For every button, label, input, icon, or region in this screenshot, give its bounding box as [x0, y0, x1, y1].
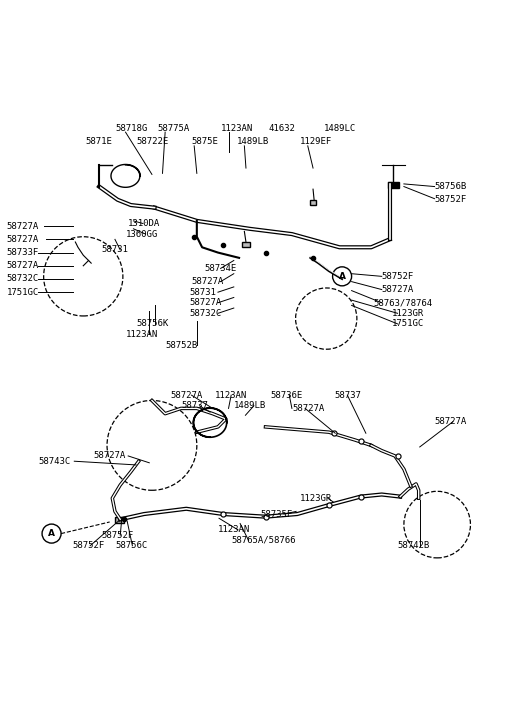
Text: 58734E: 58734E — [205, 264, 237, 273]
Text: 41632: 41632 — [268, 124, 295, 133]
Text: 58727A: 58727A — [170, 390, 203, 400]
Text: 58763/78764: 58763/78764 — [374, 298, 433, 308]
Text: 1129EF: 1129EF — [300, 137, 332, 146]
Text: 58727A: 58727A — [434, 417, 467, 426]
Text: 58727A: 58727A — [382, 285, 414, 294]
Text: 58731: 58731 — [102, 246, 129, 254]
Text: 58752B: 58752B — [165, 340, 198, 350]
FancyBboxPatch shape — [388, 182, 399, 188]
Text: 1123GR: 1123GR — [300, 494, 332, 502]
Text: 1123AN: 1123AN — [220, 124, 253, 133]
Text: 1123AN: 1123AN — [215, 390, 247, 400]
Text: 58727A: 58727A — [189, 298, 221, 308]
Text: 1489LB: 1489LB — [234, 401, 266, 410]
Text: 58737: 58737 — [334, 390, 361, 400]
Text: 58727A: 58727A — [94, 451, 126, 460]
Text: 58752F: 58752F — [102, 531, 134, 539]
Text: 58732C: 58732C — [189, 309, 221, 318]
Text: 58732C: 58732C — [7, 275, 39, 284]
Text: 1489LB: 1489LB — [236, 137, 269, 146]
FancyBboxPatch shape — [115, 517, 124, 523]
Text: A: A — [48, 529, 55, 538]
FancyBboxPatch shape — [311, 200, 316, 205]
Text: 1123AN: 1123AN — [125, 330, 158, 339]
Text: 5875E: 5875E — [192, 137, 218, 146]
Text: 58765A/58766: 58765A/58766 — [231, 536, 296, 545]
Text: 58727A: 58727A — [292, 404, 324, 413]
Text: 58718G: 58718G — [115, 124, 147, 133]
Text: 1123GR: 1123GR — [392, 309, 424, 318]
Text: 58752F: 58752F — [73, 541, 105, 550]
Text: 1360GG: 1360GG — [125, 230, 158, 238]
Text: 1310DA: 1310DA — [128, 219, 160, 228]
FancyBboxPatch shape — [242, 242, 250, 247]
Text: 5871E: 5871E — [86, 137, 113, 146]
Text: 58756C: 58756C — [115, 541, 147, 550]
Text: 58756B: 58756B — [434, 182, 467, 191]
Text: 1751GC: 1751GC — [392, 319, 424, 329]
Text: 58737: 58737 — [181, 401, 208, 410]
Text: 58722E: 58722E — [136, 137, 168, 146]
Text: 58727A: 58727A — [7, 261, 39, 270]
Text: 58736E: 58736E — [271, 390, 303, 400]
Text: 58731: 58731 — [189, 288, 216, 297]
Text: 58727A: 58727A — [7, 222, 39, 230]
Text: 1123AN: 1123AN — [218, 526, 250, 534]
Text: 58756K: 58756K — [136, 319, 168, 329]
Text: 58775A: 58775A — [157, 124, 190, 133]
Text: 58742B: 58742B — [398, 541, 430, 550]
Text: 1751GC: 1751GC — [7, 288, 39, 297]
Text: 58752F: 58752F — [382, 272, 414, 281]
Text: A: A — [339, 272, 346, 281]
Text: 58727A: 58727A — [192, 277, 224, 286]
Text: 58752F: 58752F — [434, 196, 467, 204]
Text: 58727A: 58727A — [7, 235, 39, 244]
Text: 58733F: 58733F — [7, 248, 39, 257]
Text: 1489LC: 1489LC — [323, 124, 356, 133]
Text: 58735F: 58735F — [260, 510, 293, 518]
Text: 58743C: 58743C — [38, 457, 71, 466]
